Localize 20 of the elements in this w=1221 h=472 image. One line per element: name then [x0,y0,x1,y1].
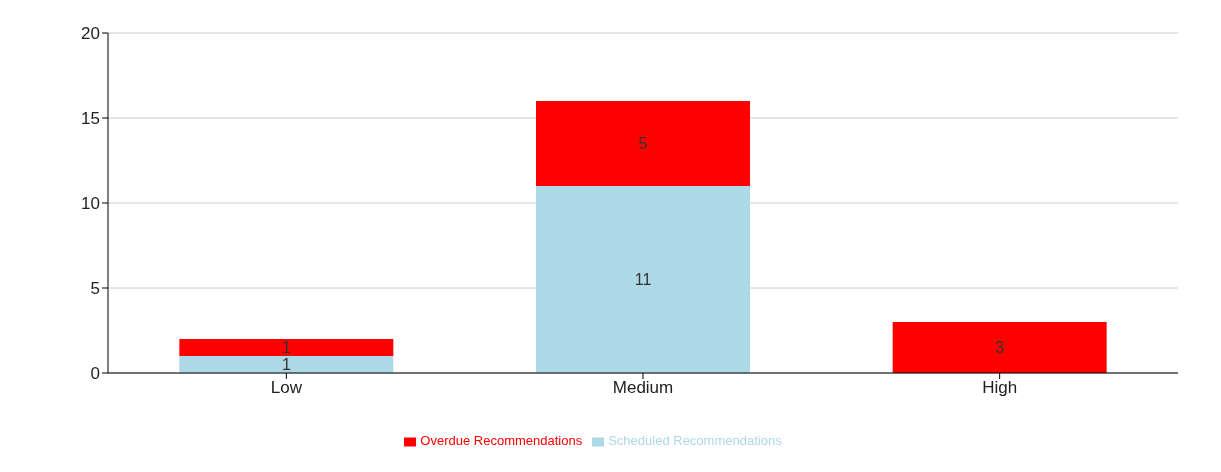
y-tick-label: 0 [90,364,100,384]
data-label: 3 [995,339,1005,356]
x-tick-label: Medium [612,378,674,398]
bar [179,356,394,373]
legend-label: Overdue Recommendations [420,433,583,448]
bar [536,186,750,373]
y-tick-label: 5 [90,279,100,299]
data-label: 5 [638,135,648,152]
data-label: 1 [281,356,291,373]
x-tick-label: Low [270,378,303,398]
x-tick-label: High [982,378,1018,398]
bar [892,322,1107,373]
legend-label: Scheduled Recommendations [608,433,782,448]
y-tick-label: 15 [81,109,100,129]
bar [536,101,750,186]
y-tick-label: 20 [81,24,100,44]
data-label: 11 [634,271,652,288]
y-tick-label: 10 [81,194,100,214]
bar [179,339,394,356]
data-label: 1 [281,339,291,356]
